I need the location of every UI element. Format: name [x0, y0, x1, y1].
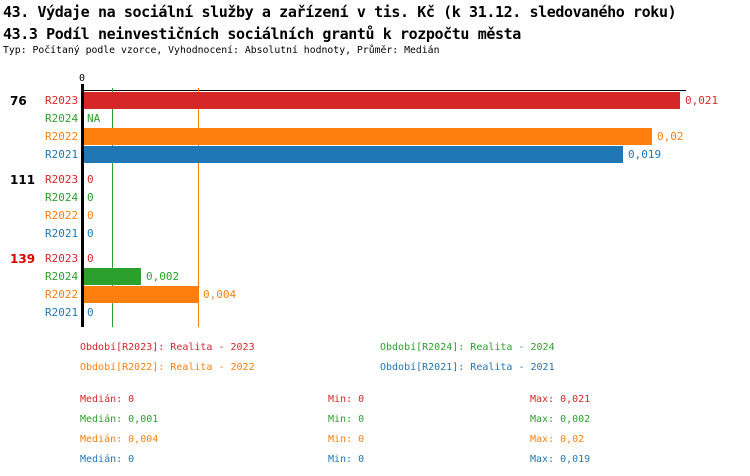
value-label-R2024-76: NA [87, 112, 101, 125]
x-axis-line [81, 90, 686, 91]
value-label-R2023-76: 0,021 [685, 94, 719, 107]
value-label-R2021-111: 0 [87, 227, 94, 240]
bar-chart-plot-area: 0 76 R2023 0,021 R2024 NA R2022 0,02 R2021 0,019… [0, 60, 750, 340]
max-value-r2024: Max: 0,002 [530, 414, 591, 425]
value-label-R2022-111: 0 [87, 209, 94, 222]
group-label-111: 111 [10, 173, 36, 187]
stats-panel: Medián: 0 Min: 0 Max: 0,021 Medián: 0,001 Mi… [80, 394, 720, 474]
median-value-r2023: Medián: 0 [80, 394, 135, 405]
value-label-R2024-139: 0,002 [146, 270, 180, 283]
max-value-r2022: Max: 0,02 [530, 434, 585, 445]
stats-row-r2024: Medián: 0,001 Min: 0 Max: 0,002 [80, 414, 720, 434]
value-label-R2022-76: 0,02 [657, 130, 684, 143]
series-label-R2021: R2021 [45, 227, 79, 240]
median-line-R2024 [112, 88, 113, 327]
series-label-R2023: R2023 [45, 173, 79, 186]
median-line-R2022 [198, 88, 199, 327]
y-axis-line [81, 84, 84, 327]
max-value-r2023: Max: 0,021 [530, 394, 591, 405]
stats-row-r2023: Medián: 0 Min: 0 Max: 0,021 [80, 394, 720, 414]
series-label-R2024: R2024 [45, 112, 79, 125]
max-value-r2021: Max: 0,019 [530, 454, 591, 465]
series-label-R2022: R2022 [45, 130, 79, 143]
value-label-R2021-139: 0 [87, 306, 94, 319]
series-label-R2024: R2024 [45, 270, 79, 283]
bar-R2024-139 [84, 268, 141, 285]
min-value-r2023: Min: 0 [328, 394, 365, 405]
value-label-R2021-76: 0,019 [628, 148, 662, 161]
stats-row-r2022: Medián: 0,004 Min: 0 Max: 0,02 [80, 434, 720, 454]
median-value-r2022: Medián: 0,004 [80, 434, 159, 445]
bar-R2022-139 [84, 286, 198, 303]
series-label-R2022: R2022 [45, 209, 79, 222]
stats-row-r2021: Medián: 0 Min: 0 Max: 0,019 [80, 454, 720, 474]
series-label-R2022: R2022 [45, 288, 79, 301]
legend-item-r2023: Období[R2023]: Realita - 2023 [80, 342, 255, 353]
bar-R2021-76 [84, 146, 623, 163]
min-value-r2022: Min: 0 [328, 434, 365, 445]
chart-subtitle: 43.3 Podíl neinvestičních sociálních gra… [3, 25, 521, 43]
legend-item-r2021: Období[R2021]: Realita - 2021 [380, 362, 555, 373]
legend: Období[R2023]: Realita - 2023 Období[R202… [80, 342, 700, 382]
series-label-R2024: R2024 [45, 191, 79, 204]
min-value-r2021: Min: 0 [328, 454, 365, 465]
series-label-R2023: R2023 [45, 252, 79, 265]
median-value-r2024: Medián: 0,001 [80, 414, 159, 425]
chart-type-info: Typ: Počítaný podle vzorce, Vyhodnocení:… [3, 45, 440, 56]
median-value-r2021: Medián: 0 [80, 454, 135, 465]
value-label-R2023-139: 0 [87, 252, 94, 265]
value-label-R2024-111: 0 [87, 191, 94, 204]
legend-item-r2024: Období[R2024]: Realita - 2024 [380, 342, 555, 353]
series-label-R2021: R2021 [45, 306, 79, 319]
min-value-r2024: Min: 0 [328, 414, 365, 425]
chart-title: 43. Výdaje na sociální služby a zařízení… [3, 3, 677, 21]
bar-R2022-76 [84, 128, 652, 145]
x-axis-zero-tick-label: 0 [78, 73, 86, 84]
legend-item-r2022: Období[R2022]: Realita - 2022 [80, 362, 255, 373]
series-label-R2023: R2023 [45, 94, 79, 107]
group-label-139: 139 [10, 252, 36, 266]
bar-R2023-76 [84, 92, 680, 109]
value-label-R2023-111: 0 [87, 173, 94, 186]
value-label-R2022-139: 0,004 [203, 288, 237, 301]
group-label-76: 76 [10, 94, 27, 108]
series-label-R2021: R2021 [45, 148, 79, 161]
